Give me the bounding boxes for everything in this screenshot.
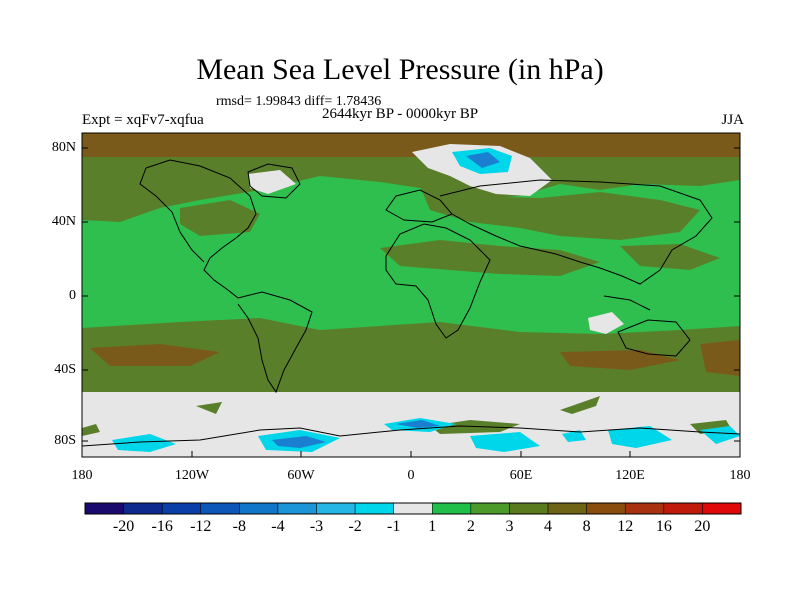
colorbar-box — [663, 502, 703, 515]
lon-ticks — [81, 451, 741, 457]
colorbar-box — [354, 502, 394, 515]
field-north-olive — [82, 157, 740, 216]
rmsd-diff-stats: rmsd= 1.99843 diff= 1.78436 — [216, 94, 382, 109]
map-field — [82, 133, 740, 457]
lon-label-120w: 120W — [174, 468, 210, 483]
coast-greenland — [247, 163, 301, 199]
colorbar-box — [393, 502, 433, 515]
lat-label-0: 0 — [69, 288, 76, 303]
colorbar-label: -3 — [309, 518, 324, 535]
colorbar-frame — [84, 502, 742, 515]
field-antarctic-olive-2 — [560, 396, 600, 414]
field-weddell-blue — [272, 436, 326, 448]
lat-ticks — [82, 147, 740, 442]
colorbar-label: 2 — [466, 518, 475, 535]
field-antarctic-cyan-4 — [608, 426, 672, 448]
field-antarctic-cyan-3 — [470, 432, 540, 452]
lon-label-0: 0 — [407, 468, 415, 483]
colorbar-box — [624, 502, 665, 515]
coast-north-america-west — [139, 167, 205, 263]
lat-label-80n: 80N — [51, 140, 76, 155]
colorbar-label: -12 — [190, 518, 212, 535]
lon-label-180e: 180 — [729, 468, 751, 483]
time-period: 2644kyr BP - 0000kyr BP — [321, 106, 479, 122]
colorbar — [84, 502, 742, 515]
field-south-pacific-brown — [90, 344, 220, 366]
colorbar-box — [123, 502, 163, 515]
coast-south-america — [237, 291, 313, 394]
colorbar-label: 12 — [617, 518, 634, 535]
field-namerica-olive — [180, 200, 260, 236]
colorbar-label: 4 — [544, 518, 553, 535]
lon-label-180w: 180 — [71, 468, 93, 483]
lat-label-40n: 40N — [51, 214, 76, 229]
field-sahara-olive — [380, 240, 600, 276]
lon-label-60w: 60W — [287, 468, 315, 483]
field-antarctic-olive-1 — [196, 402, 222, 414]
field-south-east-brown — [700, 340, 740, 376]
experiment-label: Expt = xqFv7-xqfua — [82, 112, 204, 128]
colorbar-label: -1 — [387, 518, 401, 535]
field-arctic-blue — [466, 152, 500, 168]
field-antarctic-cyan-5 — [700, 426, 740, 444]
coast-europe — [385, 189, 453, 223]
colorbar-label: -2 — [348, 518, 362, 535]
field-arctic-band — [82, 133, 740, 157]
field-tropical-zero — [588, 312, 624, 334]
colorbar-label: 8 — [582, 518, 591, 535]
colorbar-label: 16 — [655, 518, 672, 535]
colorbar-label: 1 — [428, 518, 437, 535]
colorbar-box — [586, 502, 626, 515]
lat-label-40s: 40S — [54, 362, 76, 377]
colorbar-label: -20 — [112, 518, 135, 535]
field-asia-olive — [620, 244, 720, 270]
colorbar-label: -4 — [271, 518, 285, 535]
coast-antarctica — [81, 425, 741, 447]
colorbar-box — [702, 502, 742, 515]
colorbar-box — [509, 502, 549, 515]
colorbar-box — [277, 502, 317, 515]
coastlines — [81, 159, 741, 447]
lon-label-120e: 120E — [615, 468, 645, 483]
season-label: JJA — [721, 112, 744, 128]
field-greenland-zero — [248, 170, 296, 194]
coast-north-america — [145, 159, 257, 299]
field-antarctic-olive-4 — [82, 424, 100, 436]
lon-label-60e: 60E — [509, 468, 533, 483]
map-title: Mean Sea Level Pressure (in hPa) — [196, 53, 604, 86]
coast-australia — [617, 319, 691, 357]
colorbar-box — [200, 502, 240, 515]
colorbar-label: 20 — [694, 518, 711, 535]
lat-label-80s: 80S — [54, 433, 76, 448]
colorbar-box — [84, 502, 124, 515]
field-pacific-olive — [82, 190, 160, 222]
field-antarctic-cyan-1 — [112, 434, 176, 452]
coast-asia — [439, 179, 713, 285]
field-southern-olive — [82, 318, 740, 392]
field-antarctic-cyan-6 — [562, 430, 586, 442]
colorbar-box — [470, 502, 510, 515]
colorbar-box — [316, 502, 356, 515]
colorbar-box — [432, 502, 472, 515]
colorbar-label: 3 — [505, 518, 514, 535]
field-antarctic-blue-2 — [396, 420, 440, 428]
colorbar-box — [547, 502, 587, 515]
colorbar-label: -8 — [232, 518, 246, 535]
coast-africa — [385, 223, 491, 339]
colorbar-label: -16 — [151, 518, 173, 535]
coast-maritime-continent — [603, 295, 651, 311]
colorbar-box — [161, 502, 202, 515]
colorbar-box — [239, 502, 279, 515]
field-south-indian-brown — [560, 350, 680, 370]
field-eurasia-olive — [420, 186, 700, 240]
